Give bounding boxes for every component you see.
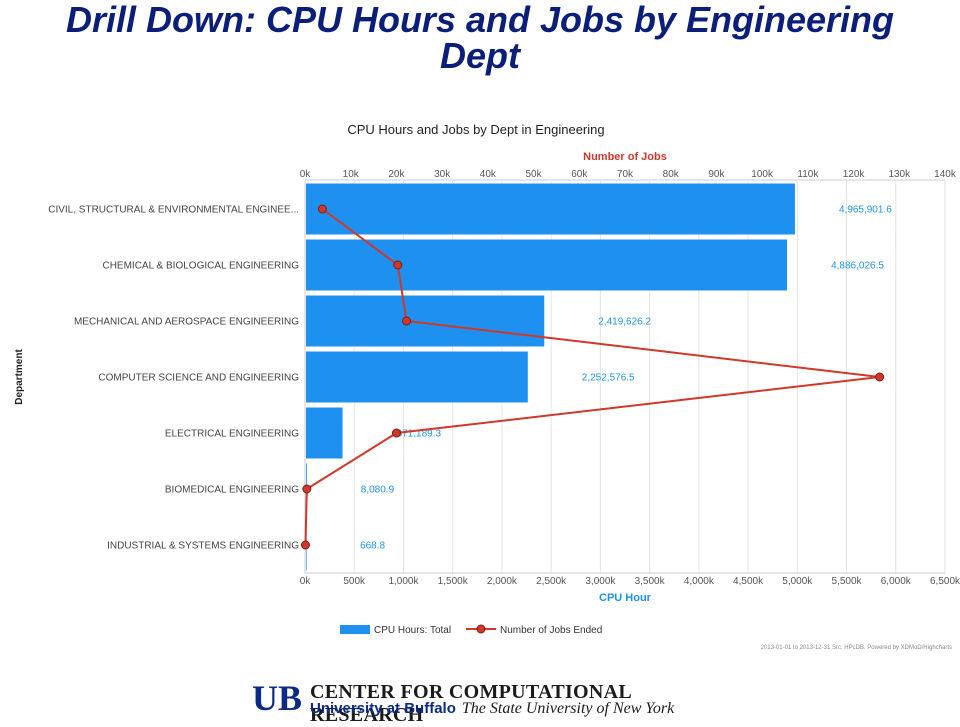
bottom-tick-label: 6,000k [881, 576, 912, 587]
bar [306, 295, 545, 347]
category-label: INDUSTRIAL & SYSTEMS ENGINEERING [107, 541, 299, 552]
bar [306, 407, 343, 459]
slide-title-line-1: Drill Down: CPU Hours and Jobs by Engine… [65, 0, 895, 40]
bottom-tick-label: 5,000k [782, 576, 813, 587]
top-tick-label: 30k [434, 169, 451, 180]
bottom-tick-label: 500k [343, 576, 366, 587]
bar-data-label: 668.8 [360, 541, 385, 552]
top-tick-label: 130k [888, 169, 911, 180]
bar-data-label: 8,080.9 [361, 485, 395, 496]
jobs-point [875, 372, 885, 382]
bottom-axis-title: CPU Hour [599, 592, 652, 604]
bottom-tick-label: 5,500k [832, 576, 863, 587]
category-label: CIVIL, STRUCTURAL & ENVIRONMENTAL ENGINE… [48, 205, 299, 216]
jobs-point [317, 204, 327, 214]
bottom-tick-label: 4,000k [684, 576, 715, 587]
category-label: MECHANICAL AND AEROSPACE ENGINEERING [74, 317, 299, 328]
logo-subline: University at Buffalo The State Universit… [310, 700, 674, 718]
jobs-point [391, 428, 401, 438]
top-tick-label: 10k [343, 169, 360, 180]
jobs-point [401, 316, 411, 326]
legend-swatch-cpu-hours [340, 625, 370, 634]
top-tick-label: 70k [617, 169, 634, 180]
logo-university: University at Buffalo [310, 700, 456, 717]
bottom-tick-label: 6,500k [930, 576, 960, 587]
legend-marker-jobs [476, 624, 486, 634]
bottom-tick-label: 3,500k [635, 576, 666, 587]
top-tick-label: 60k [571, 169, 588, 180]
bar [306, 183, 795, 235]
bottom-tick-label: 2,500k [536, 576, 567, 587]
category-label: ELECTRICAL ENGINEERING [165, 429, 299, 440]
bar-data-label: 2,419,626.2 [598, 317, 651, 328]
category-label: COMPUTER SCIENCE AND ENGINEERING [98, 373, 299, 384]
bottom-tick-label: 2,000k [487, 576, 518, 587]
category-label: BIOMEDICAL ENGINEERING [165, 485, 299, 496]
source-note: 2013-01-01 to 2013-12-31 Src: HPcDB. Pow… [760, 645, 952, 651]
slide-title-line-2: Dept [440, 35, 520, 76]
category-label: CHEMICAL & BIOLOGICAL ENGINEERING [102, 261, 299, 272]
top-tick-label: 90k [708, 169, 725, 180]
top-tick-label: 80k [663, 169, 680, 180]
slide-title: Drill Down: CPU Hours and Jobs by Engine… [0, 2, 960, 74]
top-tick-label: 20k [388, 169, 405, 180]
top-tick-label: 0k [300, 169, 312, 180]
bottom-tick-label: 4,500k [733, 576, 764, 587]
top-tick-label: 120k [843, 169, 866, 180]
legend-label-cpu-hours: CPU Hours: Total [374, 625, 451, 636]
bar [306, 351, 528, 403]
bottom-tick-label: 1,500k [438, 576, 469, 587]
cpu-jobs-chart: CPU Hours and Jobs by Dept in Engineerin… [14, 122, 960, 636]
bar-data-label: 4,965,901.6 [839, 205, 892, 216]
top-tick-label: 100k [751, 169, 774, 180]
top-tick-label: 140k [934, 169, 957, 180]
y-axis-title: Department [14, 349, 25, 405]
top-axis-title: Number of Jobs [583, 151, 667, 163]
ccr-logo: UB CENTER FOR COMPUTATIONAL RESEARCH Uni… [252, 677, 722, 726]
bar-data-label: 4,886,026.5 [831, 261, 884, 272]
logo-suny: The State University of New York [461, 700, 675, 717]
top-tick-label: 40k [480, 169, 497, 180]
top-tick-label: 50k [526, 169, 543, 180]
bottom-tick-label: 3,000k [585, 576, 616, 587]
legend-label-jobs: Number of Jobs Ended [500, 625, 602, 636]
bar [306, 239, 788, 291]
bar-data-label: 2,252,576.5 [582, 373, 635, 384]
jobs-point [393, 260, 403, 270]
bar-data-label: 371,189.3 [397, 429, 442, 440]
ub-logo-letters: UB [252, 679, 302, 715]
bottom-tick-label: 1,000k [388, 576, 419, 587]
chart-title: CPU Hours and Jobs by Dept in Engineerin… [347, 122, 604, 137]
bottom-tick-label: 0k [300, 576, 312, 587]
ub-logo-mark: UB [252, 679, 302, 715]
jobs-point [300, 540, 310, 550]
top-tick-label: 110k [797, 169, 819, 180]
jobs-point [302, 484, 312, 494]
